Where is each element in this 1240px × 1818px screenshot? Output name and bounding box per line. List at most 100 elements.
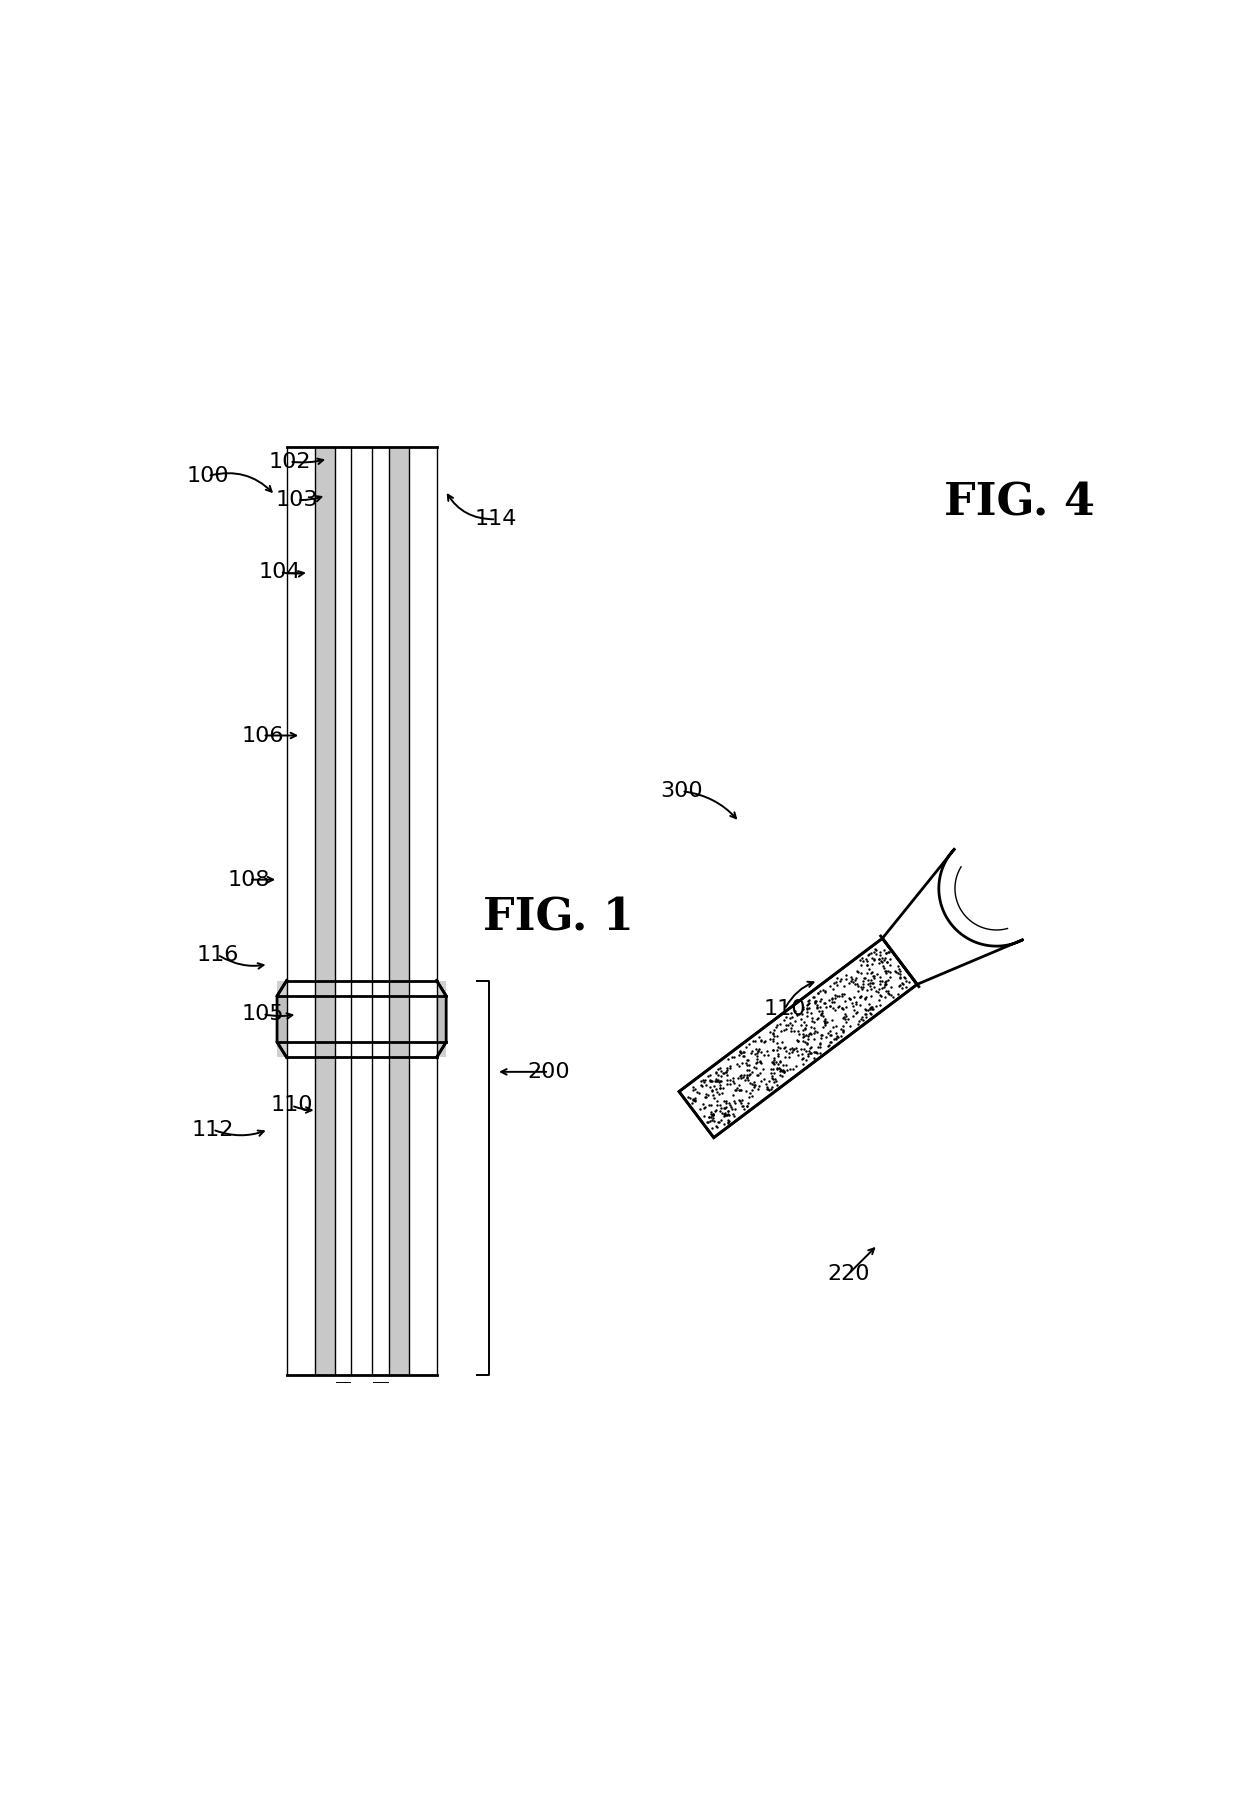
Point bbox=[787, 1000, 807, 1029]
Text: FIG. 1: FIG. 1 bbox=[484, 896, 634, 940]
Point bbox=[709, 1080, 729, 1109]
Point bbox=[746, 1038, 766, 1067]
Point bbox=[763, 1047, 782, 1076]
Point bbox=[857, 1000, 877, 1029]
Point bbox=[810, 987, 830, 1016]
Point bbox=[709, 1071, 729, 1100]
Point bbox=[773, 1051, 792, 1080]
Point bbox=[857, 947, 877, 976]
Point bbox=[874, 936, 894, 965]
Point bbox=[746, 1049, 766, 1078]
Point bbox=[826, 1011, 846, 1040]
Point bbox=[699, 1060, 719, 1089]
Point bbox=[749, 1073, 769, 1102]
Point bbox=[797, 1029, 817, 1058]
Text: FIG. 4: FIG. 4 bbox=[945, 482, 1095, 524]
Point bbox=[739, 1060, 759, 1089]
Point bbox=[796, 1036, 816, 1065]
Point bbox=[775, 1058, 795, 1087]
Point bbox=[702, 1113, 722, 1142]
Point bbox=[773, 1062, 792, 1091]
Point bbox=[795, 1034, 815, 1064]
Point bbox=[822, 1005, 842, 1034]
Point bbox=[823, 993, 843, 1022]
Point bbox=[684, 1074, 704, 1104]
Point bbox=[841, 962, 861, 991]
Point bbox=[875, 982, 895, 1011]
Point bbox=[848, 1009, 868, 1038]
Point bbox=[723, 1080, 743, 1109]
Point bbox=[826, 967, 846, 996]
Point bbox=[702, 1065, 722, 1094]
Point bbox=[759, 1065, 779, 1094]
Point bbox=[825, 984, 844, 1013]
Point bbox=[862, 969, 882, 998]
Point bbox=[835, 980, 854, 1009]
Point bbox=[858, 969, 878, 998]
Point bbox=[713, 1058, 733, 1087]
Point bbox=[847, 996, 867, 1025]
Point bbox=[744, 1071, 764, 1100]
Point bbox=[708, 1067, 728, 1096]
Point bbox=[866, 934, 885, 964]
Point bbox=[857, 945, 877, 974]
Point bbox=[848, 1005, 868, 1034]
Point bbox=[763, 1027, 782, 1056]
Point bbox=[743, 1058, 763, 1087]
Point bbox=[763, 1062, 782, 1091]
Point bbox=[857, 951, 877, 980]
Point bbox=[791, 1005, 811, 1034]
Point bbox=[764, 1049, 784, 1078]
Point bbox=[709, 1107, 729, 1136]
Point bbox=[737, 1093, 756, 1122]
Point bbox=[826, 1024, 846, 1053]
Point bbox=[678, 1082, 698, 1111]
Point bbox=[858, 951, 878, 980]
Point bbox=[853, 1005, 873, 1034]
Point bbox=[750, 1047, 770, 1076]
Point bbox=[706, 1065, 725, 1094]
Point bbox=[794, 1022, 813, 1051]
Point bbox=[888, 980, 908, 1009]
Point bbox=[792, 994, 812, 1024]
Point bbox=[781, 1014, 801, 1044]
Point bbox=[820, 991, 839, 1020]
Bar bbox=[409, 980, 436, 1058]
Point bbox=[742, 1036, 761, 1065]
Point bbox=[746, 1060, 766, 1089]
Point bbox=[856, 982, 875, 1011]
Point bbox=[758, 1036, 777, 1065]
Point bbox=[804, 1024, 823, 1053]
Point bbox=[717, 1100, 737, 1129]
Point bbox=[835, 987, 854, 1016]
Point bbox=[852, 951, 872, 980]
Point bbox=[714, 1102, 734, 1131]
Point bbox=[847, 998, 867, 1027]
Point bbox=[841, 985, 861, 1014]
Point bbox=[706, 1111, 725, 1140]
Point bbox=[739, 1084, 759, 1113]
Point bbox=[773, 1056, 792, 1085]
Point bbox=[708, 1065, 728, 1094]
Point bbox=[857, 1002, 877, 1031]
Point bbox=[854, 964, 874, 993]
Point bbox=[822, 984, 842, 1013]
Point bbox=[826, 1025, 846, 1054]
Point bbox=[775, 1033, 795, 1062]
Point bbox=[856, 994, 875, 1024]
Point bbox=[794, 1044, 813, 1073]
Point bbox=[792, 1040, 812, 1069]
Point bbox=[704, 1096, 724, 1125]
Point bbox=[703, 1100, 723, 1129]
Point bbox=[868, 978, 888, 1007]
Point bbox=[683, 1076, 703, 1105]
Point bbox=[766, 1065, 786, 1094]
Point bbox=[750, 1025, 770, 1054]
Point bbox=[729, 1053, 749, 1082]
Point bbox=[867, 934, 887, 964]
Point bbox=[738, 1045, 758, 1074]
Point bbox=[748, 1036, 768, 1065]
Point bbox=[715, 1093, 735, 1122]
Point bbox=[696, 1093, 715, 1122]
Point bbox=[724, 1085, 744, 1114]
